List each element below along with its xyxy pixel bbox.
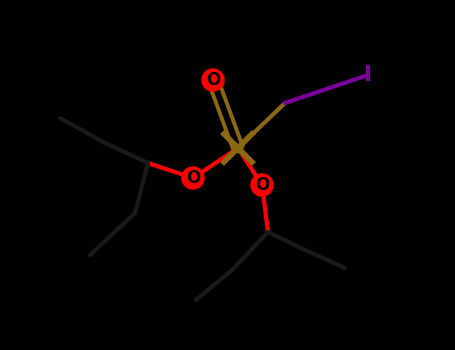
Text: O: O [186,169,200,187]
Circle shape [202,69,224,91]
Text: O: O [255,176,269,194]
Circle shape [182,167,204,189]
Text: I: I [364,65,372,85]
Text: O: O [206,71,220,89]
Circle shape [251,174,273,196]
